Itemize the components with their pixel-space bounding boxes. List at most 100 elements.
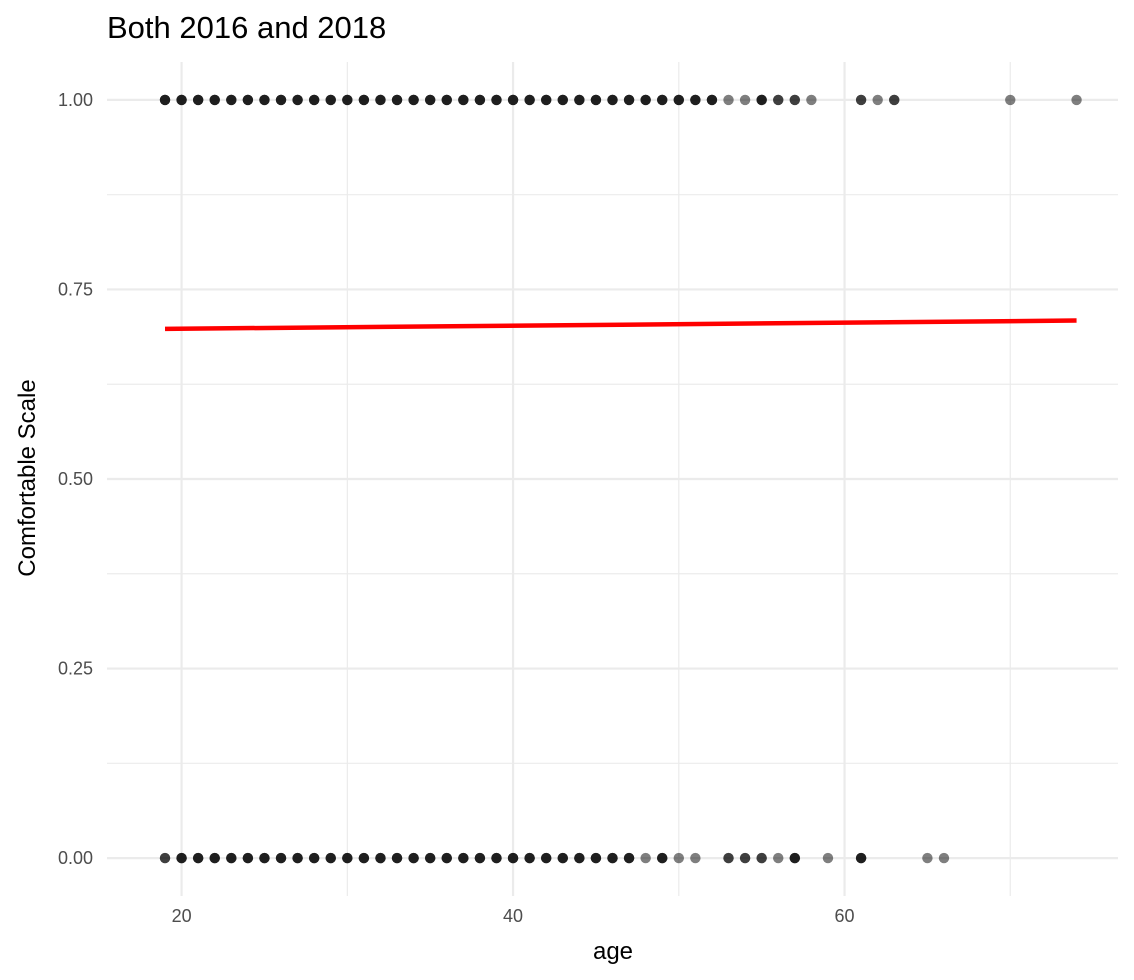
data-point [590,852,602,864]
data-point [872,94,883,106]
data-point [176,94,187,106]
data-point [242,94,254,106]
data-point [706,94,718,106]
data-point [855,852,867,864]
data-point [507,852,519,864]
data-point [391,852,403,864]
data-point [607,852,618,864]
y-axis-title: Comfortable Scale [14,379,41,576]
data-point [458,94,469,106]
data-point [756,94,767,106]
data-point [474,852,486,864]
data-point [541,94,552,106]
data-point [789,852,801,864]
data-point [424,852,436,864]
data-point [292,94,303,106]
y-tick-label: 0.75 [58,279,93,299]
y-tick-labels: 0.00 0.25 0.50 0.75 1.00 [58,90,93,868]
data-point [723,94,734,106]
data-point [938,852,950,864]
data-point [773,94,784,106]
data-point [458,852,469,864]
data-point [192,852,204,864]
data-point [1005,94,1016,106]
x-tick-label: 40 [503,906,523,926]
data-point [358,852,370,864]
data-point [673,852,684,864]
data-point [640,852,651,864]
data-point [441,852,452,864]
data-point [259,852,270,864]
data-point [524,94,535,106]
data-point [723,852,734,864]
grid-lines [107,62,1118,896]
data-point [690,852,701,864]
data-point [325,94,336,106]
data-point [259,94,270,106]
data-point [159,852,171,864]
data-point [773,852,784,864]
data-point [607,94,618,106]
data-point [474,94,486,106]
y-tick-label: 0.50 [58,469,93,489]
data-point [574,852,585,864]
data-point [524,852,535,864]
data-point [275,852,287,864]
data-point [739,852,751,864]
data-point [855,94,867,106]
data-point [690,94,701,106]
data-point [159,94,171,106]
data-point [739,94,751,106]
data-point [657,852,668,864]
data-point [557,94,568,106]
data-point [623,852,635,864]
data-point [756,852,767,864]
x-tick-labels: 20 40 60 [172,906,855,926]
data-point [242,852,254,864]
data-point [657,94,668,106]
data-point [308,852,320,864]
fit-line-layer [164,318,1077,332]
data-point [574,94,585,106]
data-point [325,852,336,864]
x-axis-title: age [593,938,633,965]
data-point [806,94,817,106]
y-tick-label: 1.00 [58,90,93,110]
x-tick-label: 20 [172,906,192,926]
data-point [308,94,320,106]
data-point [226,94,237,106]
x-tick-label: 60 [835,906,855,926]
data-point [541,852,552,864]
data-point [424,94,436,106]
fit-line [164,318,1077,332]
data-point [922,852,933,864]
data-point [408,852,419,864]
data-point [623,94,635,106]
data-point [557,852,568,864]
data-point [391,94,403,106]
data-point [640,94,651,106]
data-point [209,852,220,864]
data-point [375,94,386,106]
data-point [226,852,237,864]
data-points [159,94,1082,864]
data-point [192,94,204,106]
data-point [1071,94,1082,106]
y-tick-label: 0.00 [58,848,93,868]
data-point [491,852,502,864]
data-point [441,94,452,106]
data-point [342,852,353,864]
data-point [590,94,602,106]
data-point [176,852,187,864]
data-point [342,94,353,106]
data-point [673,94,684,106]
data-point [491,94,502,106]
data-point [507,94,519,106]
data-point [789,94,801,106]
data-point [209,94,220,106]
data-point [292,852,303,864]
data-point [275,94,287,106]
data-point [822,852,834,864]
y-tick-label: 0.25 [58,659,93,679]
